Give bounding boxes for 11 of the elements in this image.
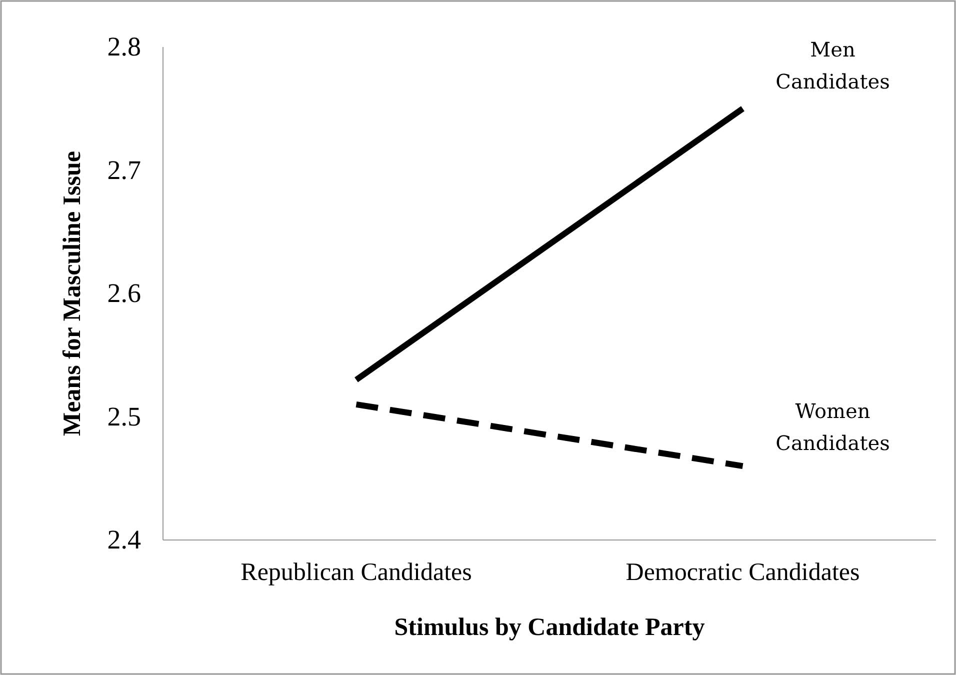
y-tick-label: 2.8 [107, 32, 141, 62]
y-tick-label: 2.7 [107, 154, 141, 185]
x-tick-label: Republican Candidates [240, 558, 472, 586]
series-label: Men Candidates [776, 38, 890, 94]
y-tick-label: 2.5 [107, 401, 141, 432]
y-axis-title: Means for Masculine Issue [59, 151, 86, 436]
y-tick-label: 2.4 [107, 524, 142, 555]
x-axis-title: Stimulus by Candidate Party [394, 614, 706, 641]
series-label: Women Candidates [776, 399, 890, 456]
y-tick-label: 2.6 [107, 278, 141, 308]
x-tick-label: Democratic Candidates [626, 558, 860, 586]
